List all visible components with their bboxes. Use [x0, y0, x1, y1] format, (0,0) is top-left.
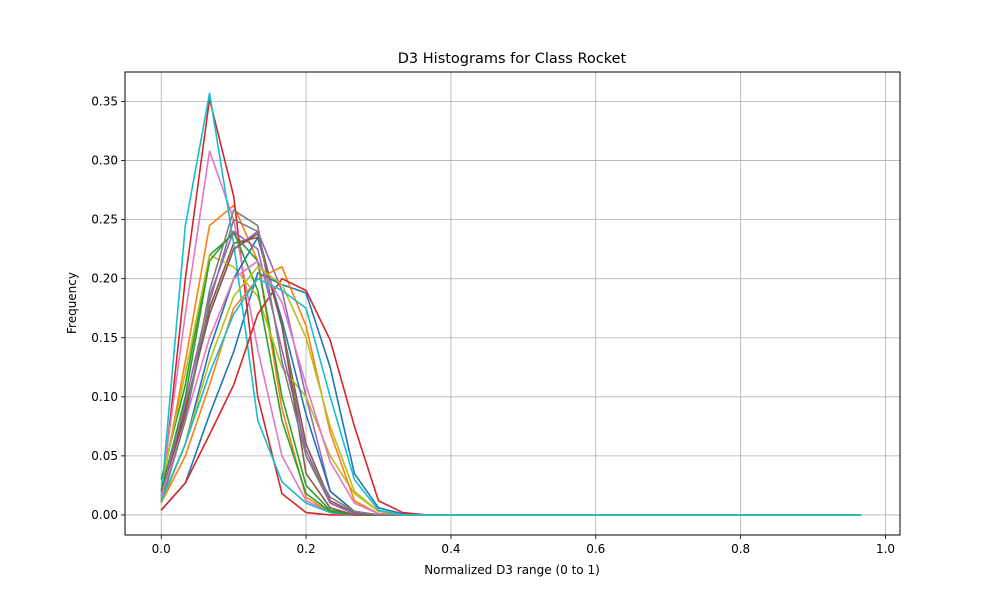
y-axis-title: Frequency [65, 272, 79, 334]
y-tick-label: 0.15 [91, 331, 118, 345]
plot-area-frame [124, 71, 901, 536]
y-tick-label: 0.30 [91, 154, 118, 168]
x-tick-label: 0.6 [586, 542, 605, 556]
x-tick-label: 0.2 [297, 542, 316, 556]
x-tick-label: 0.0 [152, 542, 171, 556]
x-tick-label: 1.0 [876, 542, 895, 556]
y-tick-label: 0.00 [91, 508, 118, 522]
chart-title: D3 Histograms for Class Rocket [398, 51, 627, 67]
series-lines [160, 92, 862, 516]
y-tick-label: 0.05 [91, 449, 118, 463]
y-tick-label: 0.10 [91, 390, 118, 404]
y-axis-ticks: 0.00 0.05 0.10 0.15 0.20 0.25 0.30 0.35 [91, 95, 125, 522]
series-line-18 [160, 209, 862, 516]
grid-lines [125, 72, 900, 535]
x-tick-label: 0.4 [441, 542, 460, 556]
y-tick-label: 0.25 [91, 213, 118, 227]
x-axis-title: Normalized D3 range (0 to 1) [424, 563, 600, 577]
y-tick-label: 0.20 [91, 272, 118, 286]
series-line-20 [160, 277, 862, 516]
x-tick-label: 0.8 [731, 542, 750, 556]
x-axis-ticks: 0.0 0.2 0.4 0.6 0.8 1.0 [152, 535, 895, 556]
y-tick-label: 0.35 [91, 95, 118, 109]
